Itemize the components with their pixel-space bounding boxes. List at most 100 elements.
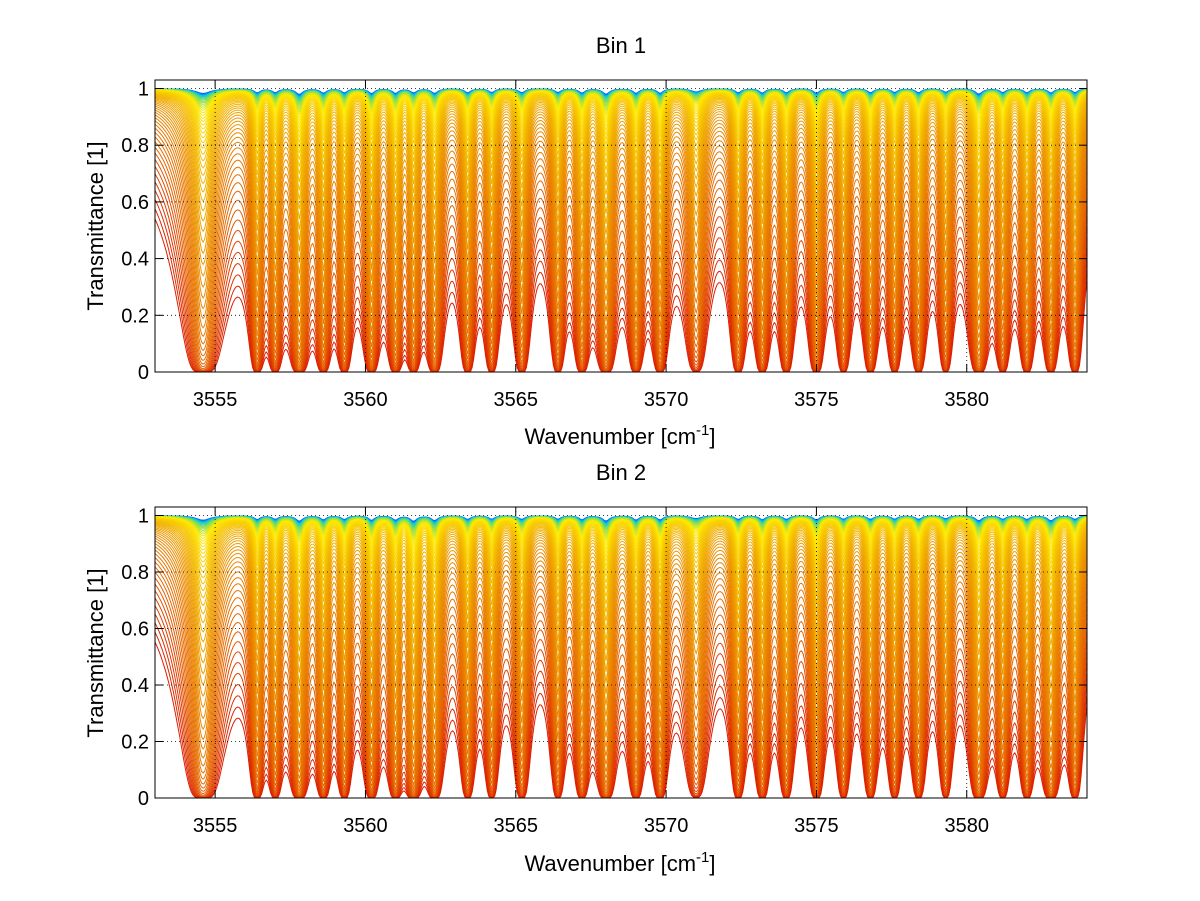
x-tick-label: 3555 [193, 389, 238, 411]
series-line [154, 553, 1088, 787]
y-tick-label: 0 [138, 362, 149, 384]
chart-title: Bin 1 [596, 33, 646, 58]
series-line [154, 577, 1088, 798]
series-line [154, 218, 1088, 373]
axes-frame [154, 79, 1088, 373]
ticks: 3555 3560 3565 3570 3575 3580 0 0.2 0.4 0.6 0.8 1 [121, 505, 1087, 837]
x-axis-label-sup: -1 [696, 849, 709, 866]
series-line [154, 533, 1088, 731]
series-line [154, 583, 1088, 798]
series-line [154, 136, 1088, 368]
series-line [154, 152, 1088, 372]
chart-title: Bin 2 [596, 460, 646, 485]
series-line [154, 641, 1088, 799]
axes-frame [154, 506, 1088, 799]
series-line [154, 525, 1088, 676]
series-group [154, 88, 1088, 373]
x-tick-label: 3560 [343, 389, 388, 411]
x-tick-label: 3560 [343, 815, 388, 837]
series-line [154, 631, 1088, 799]
y-tick-label: 0.4 [121, 675, 149, 697]
series-line [154, 91, 1088, 154]
series-line [154, 105, 1088, 297]
series-line [154, 114, 1088, 336]
series-line [154, 103, 1088, 286]
series-line [154, 92, 1088, 167]
series-line [154, 523, 1088, 654]
x-axis-label-main: Wavenumber [cm [524, 424, 696, 449]
y-tick-label: 0.2 [121, 305, 149, 327]
series-line [154, 159, 1088, 372]
y-tick-label: 0.2 [121, 731, 149, 753]
series-line [154, 93, 1088, 183]
series-line [154, 90, 1088, 130]
series-line [154, 521, 1088, 625]
series-line [154, 522, 1088, 634]
series-line [154, 127, 1088, 362]
series-line [154, 566, 1088, 795]
series-line [154, 519, 1088, 600]
y-tick-label: 0.8 [121, 562, 149, 584]
series-line [154, 94, 1088, 200]
x-tick-label: 3570 [644, 389, 689, 411]
x-tick-label: 3580 [944, 389, 989, 411]
y-tick-label: 0.6 [121, 192, 149, 214]
series-line [154, 517, 1088, 570]
series-line [154, 190, 1088, 373]
x-tick-label: 3565 [494, 389, 539, 411]
series-line [154, 102, 1088, 275]
x-tick-label: 3575 [794, 815, 839, 837]
series-line [154, 99, 1088, 252]
series-line [154, 527, 1088, 687]
series-line [154, 522, 1088, 644]
series-line [154, 89, 1088, 126]
x-tick-label: 3570 [644, 815, 689, 837]
y-tick-label: 0.6 [121, 618, 149, 640]
x-tick-label: 3580 [944, 815, 989, 837]
series-line [154, 519, 1088, 592]
x-axis-label-end: ] [709, 851, 715, 876]
y-tick-label: 0.4 [121, 249, 149, 271]
x-tick-label: 3565 [494, 815, 539, 837]
series-line [154, 516, 1088, 556]
series-line [154, 613, 1088, 799]
series-line [154, 117, 1088, 343]
series-line [154, 181, 1088, 373]
series-group [154, 515, 1088, 799]
series-line [154, 173, 1088, 373]
series-line [154, 549, 1088, 781]
series-line [154, 520, 1088, 616]
series-line [154, 543, 1088, 768]
series-line [154, 561, 1088, 793]
series-line [154, 199, 1088, 373]
x-axis-label: Wavenumber [cm-1] [524, 849, 715, 876]
series-line [154, 97, 1088, 230]
series-line [154, 91, 1088, 150]
x-tick-label: 3555 [193, 815, 238, 837]
series-line [154, 531, 1088, 720]
series-line [154, 208, 1088, 373]
series-line [154, 537, 1088, 751]
series-line [154, 605, 1088, 799]
series-line [154, 90, 1088, 139]
series-line [154, 107, 1088, 307]
series-line [154, 528, 1088, 698]
y-axis-label: Transmittance [1] [83, 568, 108, 737]
series-line [154, 123, 1088, 358]
series-line [154, 557, 1088, 791]
series-line [154, 94, 1088, 191]
series-line [154, 131, 1088, 365]
series-line [154, 92, 1088, 175]
series-line [154, 96, 1088, 220]
series-line [154, 518, 1088, 574]
y-axis-label: Transmittance [1] [83, 141, 108, 310]
panel-bin-1: Bin 1 3555 3560 3565 3570 3575 3580 0 0.2 0.4 0.6… [83, 33, 1088, 449]
ticks: 3555 3560 3565 3570 3575 3580 0 0.2 0.4 0.6 0.8 1 [121, 79, 1087, 411]
series-line [154, 120, 1088, 350]
series-line [154, 518, 1088, 586]
series-line [154, 540, 1088, 760]
series-line [154, 622, 1088, 799]
y-tick-label: 1 [138, 505, 149, 527]
series-line [154, 109, 1088, 318]
x-axis-label-end: ] [709, 424, 715, 449]
